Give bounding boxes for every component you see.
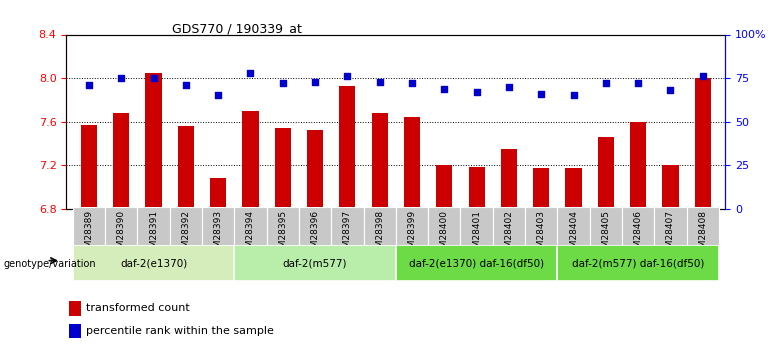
Text: GSM28398: GSM28398 — [375, 210, 385, 259]
Bar — [202, 207, 234, 247]
Text: daf-2(e1370) daf-16(df50): daf-2(e1370) daf-16(df50) — [409, 258, 544, 268]
Bar — [81, 125, 97, 209]
Bar — [234, 245, 396, 281]
Bar — [395, 207, 428, 247]
Bar — [501, 149, 517, 209]
Text: GSM28402: GSM28402 — [505, 210, 513, 259]
Bar — [566, 168, 582, 209]
Text: GSM28404: GSM28404 — [569, 210, 578, 259]
Bar — [654, 207, 686, 247]
Text: GSM28396: GSM28396 — [310, 210, 320, 259]
Bar — [275, 128, 291, 209]
Bar — [590, 207, 622, 247]
Point — [179, 82, 192, 88]
Point — [212, 93, 225, 98]
Point — [147, 75, 160, 81]
Point — [600, 80, 612, 86]
Text: GSM28389: GSM28389 — [84, 210, 94, 259]
Point — [374, 79, 386, 84]
Text: GSM28403: GSM28403 — [537, 210, 546, 259]
Text: GSM28390: GSM28390 — [117, 210, 126, 259]
Bar — [69, 324, 81, 338]
Bar — [363, 207, 395, 247]
Point — [535, 91, 548, 97]
Bar — [113, 113, 129, 209]
Point — [697, 73, 709, 79]
Point — [309, 79, 321, 84]
Text: GSM28405: GSM28405 — [601, 210, 611, 259]
Bar — [428, 207, 460, 247]
Text: GSM28399: GSM28399 — [407, 210, 417, 259]
Text: GSM28395: GSM28395 — [278, 210, 287, 259]
Text: daf-2(e1370): daf-2(e1370) — [120, 258, 187, 268]
Bar — [137, 207, 170, 247]
Bar — [558, 245, 719, 281]
Bar — [178, 126, 194, 209]
Bar — [404, 117, 420, 209]
Text: transformed count: transformed count — [86, 303, 190, 313]
Bar — [558, 207, 590, 247]
Bar — [332, 207, 363, 247]
Text: daf-2(m577): daf-2(m577) — [283, 258, 347, 268]
Bar — [686, 207, 719, 247]
Point — [438, 86, 451, 91]
Point — [567, 93, 580, 98]
Text: GDS770 / 190339_at: GDS770 / 190339_at — [172, 22, 302, 36]
Bar — [371, 113, 388, 209]
Bar — [234, 207, 267, 247]
Bar — [630, 121, 647, 209]
Bar — [662, 165, 679, 209]
Point — [632, 80, 644, 86]
Text: GSM28401: GSM28401 — [472, 210, 481, 259]
Text: percentile rank within the sample: percentile rank within the sample — [86, 326, 274, 336]
Bar — [145, 72, 161, 209]
Bar — [339, 86, 356, 209]
Bar — [460, 207, 493, 247]
Point — [115, 75, 127, 81]
Point — [341, 73, 353, 79]
Bar — [493, 207, 525, 247]
Text: GSM28397: GSM28397 — [343, 210, 352, 259]
Bar — [597, 137, 614, 209]
Bar — [243, 111, 258, 209]
Bar — [267, 207, 299, 247]
Bar — [436, 165, 452, 209]
Bar — [210, 178, 226, 209]
Text: GSM28408: GSM28408 — [698, 210, 707, 259]
Point — [244, 70, 257, 76]
Point — [406, 80, 418, 86]
Bar — [69, 301, 81, 316]
Text: GSM28391: GSM28391 — [149, 210, 158, 259]
Point — [502, 84, 515, 89]
Text: daf-2(m577) daf-16(df50): daf-2(m577) daf-16(df50) — [572, 258, 704, 268]
Text: GSM28406: GSM28406 — [633, 210, 643, 259]
Bar — [170, 207, 202, 247]
Text: GSM28393: GSM28393 — [214, 210, 222, 259]
Bar — [73, 207, 105, 247]
Text: GSM28392: GSM28392 — [181, 210, 190, 259]
Text: genotype/variation: genotype/variation — [4, 259, 97, 269]
Text: GSM28394: GSM28394 — [246, 210, 255, 259]
Text: GSM28407: GSM28407 — [666, 210, 675, 259]
Bar — [73, 245, 234, 281]
Bar — [105, 207, 137, 247]
Point — [665, 88, 677, 93]
Text: GSM28400: GSM28400 — [440, 210, 448, 259]
Bar — [469, 167, 484, 209]
Bar — [622, 207, 654, 247]
Bar — [299, 207, 332, 247]
Bar — [525, 207, 558, 247]
Bar — [534, 168, 549, 209]
Point — [470, 89, 483, 95]
Bar — [395, 245, 558, 281]
Bar — [695, 78, 711, 209]
Bar — [307, 130, 323, 209]
Point — [277, 80, 289, 86]
Point — [83, 82, 95, 88]
